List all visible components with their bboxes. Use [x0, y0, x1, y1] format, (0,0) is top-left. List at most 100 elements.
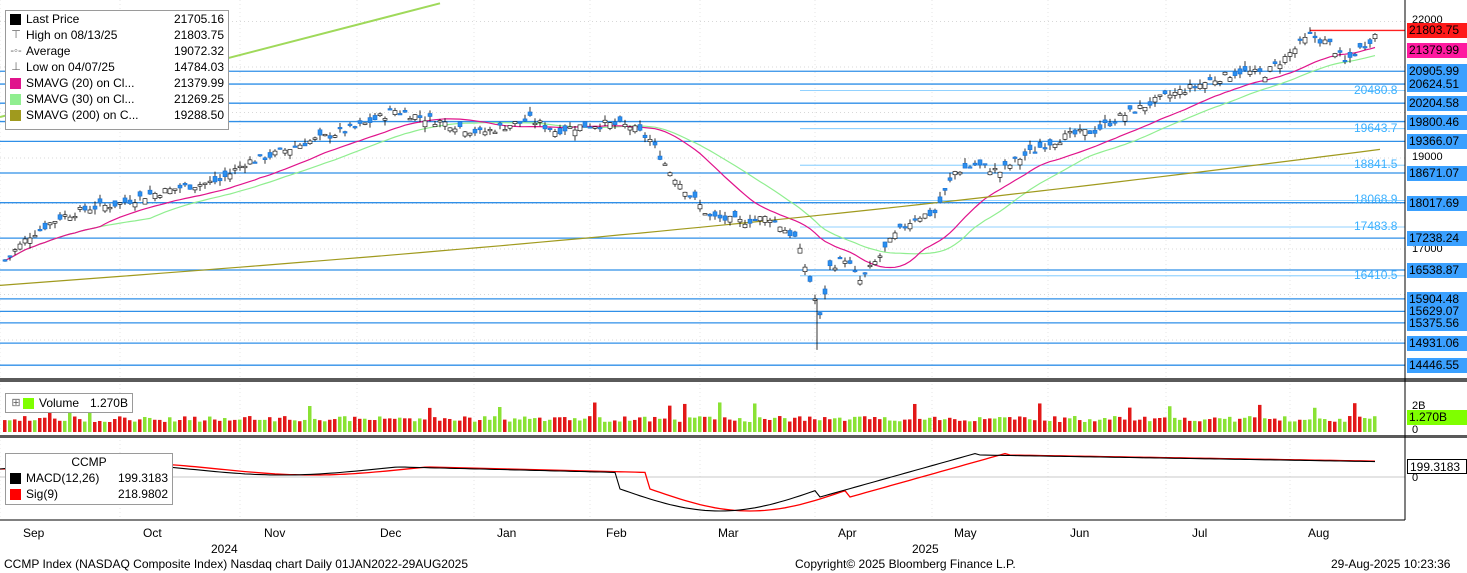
volume-bar — [1138, 419, 1142, 432]
candle-body — [787, 230, 793, 237]
volume-bar — [888, 420, 892, 432]
volume-bar — [293, 420, 297, 432]
volume-bar — [523, 416, 527, 432]
legend-row-high: ⊤ High on 08/13/25 21803.75 — [11, 28, 224, 42]
candle-body — [217, 178, 223, 182]
volume-bar — [268, 417, 272, 432]
candle-body — [472, 128, 478, 134]
volume-bar — [758, 417, 762, 432]
candle-body — [222, 170, 228, 178]
volume-bar — [1193, 420, 1197, 432]
volume-bar — [878, 419, 882, 432]
volume-bar — [998, 417, 1002, 432]
candle-body — [1052, 143, 1058, 148]
candle-body — [1152, 97, 1158, 103]
volume-bar — [798, 416, 802, 432]
volume-bar — [1298, 419, 1302, 432]
volume-bar — [223, 418, 227, 432]
candle-body — [1212, 80, 1218, 86]
volume-bar — [673, 419, 677, 432]
candle-body — [627, 126, 633, 131]
volume-bar — [123, 417, 127, 432]
volume-bar — [1273, 418, 1277, 432]
candle-body — [482, 131, 488, 136]
sma200-line — [0, 148, 1381, 286]
volume-bar — [1153, 418, 1157, 432]
volume-bar — [338, 416, 342, 432]
volume-bar — [1143, 416, 1147, 432]
sma30-line — [4, 55, 1376, 262]
candle-body — [387, 108, 393, 111]
candle-body — [542, 125, 548, 130]
candle-body — [942, 188, 948, 191]
candle-body — [442, 121, 448, 127]
volume-bar — [1038, 403, 1042, 432]
candle-body — [1297, 38, 1303, 41]
volume-tick: 2B — [1412, 400, 1426, 412]
candle-body — [702, 213, 708, 216]
candle-body — [1252, 68, 1258, 72]
candle-body — [1357, 43, 1363, 48]
volume-bar — [1338, 418, 1342, 432]
volume-bar — [188, 420, 192, 432]
candle-body — [17, 243, 23, 250]
candle-body — [457, 121, 463, 127]
volume-bar — [1348, 416, 1352, 432]
month-label: Nov — [264, 526, 286, 540]
volume-bar — [53, 418, 57, 432]
volume-bar — [688, 417, 692, 432]
volume-bar — [553, 417, 557, 432]
volume-bar — [723, 417, 727, 432]
volume-bar — [183, 416, 187, 432]
timestamp: 29-Aug-2025 10:23:36 — [1331, 557, 1451, 571]
volume-bar — [1083, 421, 1087, 432]
candle-body — [567, 126, 573, 129]
candle-body — [1202, 82, 1208, 89]
candle-body — [1262, 76, 1268, 83]
candle-body — [557, 127, 563, 135]
volume-bar — [1243, 417, 1247, 432]
price-tick: 22000 — [1412, 14, 1443, 26]
candle-body — [972, 162, 978, 166]
month-label: Aug — [1308, 526, 1330, 540]
volume-bar — [828, 419, 832, 432]
volume-bar — [903, 419, 907, 432]
expand-icon[interactable]: ⊞ — [11, 397, 21, 409]
candle-body — [1322, 39, 1328, 45]
price-tag: 15904.48 — [1407, 291, 1467, 307]
volume-bar — [648, 421, 652, 432]
volume-bar — [138, 419, 142, 432]
candle-body — [1057, 142, 1063, 146]
candle-body — [267, 152, 273, 158]
candle-body — [892, 232, 898, 239]
volume-bar — [388, 418, 392, 432]
volume-bar — [628, 420, 632, 432]
volume-bar — [128, 420, 132, 432]
volume-bar — [1133, 420, 1137, 432]
candle-body — [857, 280, 863, 285]
volume-bar — [1158, 417, 1162, 432]
candle-body — [497, 122, 503, 126]
candle-body — [272, 150, 278, 156]
candle-body — [552, 131, 558, 137]
candle-body — [832, 267, 838, 271]
candle-body — [1292, 48, 1298, 54]
volume-bar — [923, 419, 927, 432]
volume-bar — [953, 419, 957, 432]
year-label: 2025 — [912, 542, 939, 556]
candle-body — [1137, 105, 1143, 109]
price-tag: 19366.07 — [1407, 134, 1467, 150]
volume-bar — [433, 417, 437, 432]
level-label: 19643.7 — [1354, 120, 1398, 135]
volume-bar — [3, 420, 7, 432]
month-label: May — [954, 526, 977, 540]
candle-body — [662, 163, 668, 166]
volume-bar — [1373, 416, 1377, 432]
candle-body — [1027, 144, 1033, 150]
volume-bar — [48, 402, 52, 432]
year-label: 2024 — [211, 542, 238, 556]
volume-bar — [693, 417, 697, 432]
candle-body — [1102, 119, 1108, 124]
candle-body — [902, 226, 908, 229]
candle-body — [1042, 147, 1048, 150]
